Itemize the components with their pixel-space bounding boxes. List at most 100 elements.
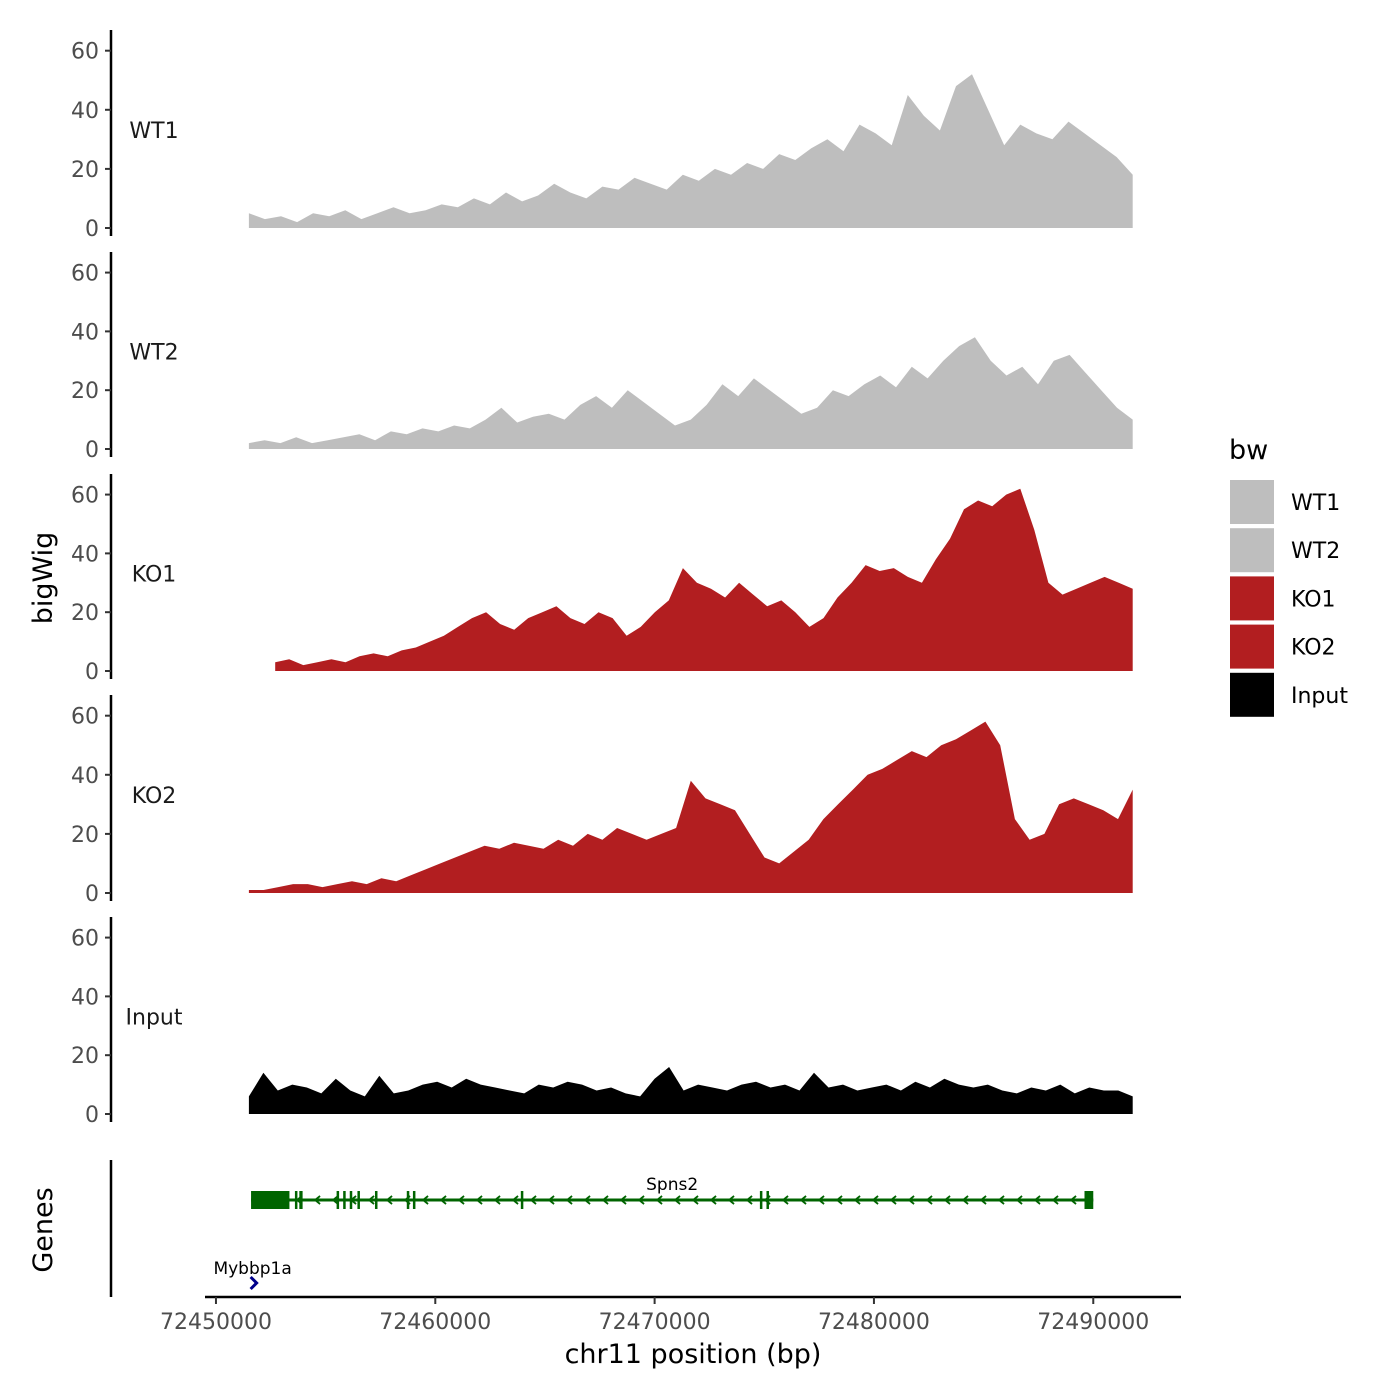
x-tick-label: 72460000 <box>379 1310 491 1335</box>
strand-chevron <box>457 1195 465 1205</box>
legend-label: WT2 <box>1291 539 1340 564</box>
strand-chevron <box>565 1195 573 1205</box>
strand-chevron <box>889 1195 897 1205</box>
y-tick-label: 40 <box>71 542 99 567</box>
y-tick-label: 0 <box>85 882 99 907</box>
strand-chevron <box>1015 1195 1023 1205</box>
strand-chevron <box>871 1195 879 1205</box>
gene-exon <box>374 1191 378 1209</box>
strand-chevron <box>493 1195 501 1205</box>
strand-chevron <box>907 1195 915 1205</box>
legend-label: WT1 <box>1291 491 1340 516</box>
genes-panel: Genes Spns2 Mybbp1a <box>28 1160 1094 1297</box>
y-tick-label: 60 <box>71 705 99 730</box>
strand-chevron <box>1033 1195 1041 1205</box>
strand-chevron <box>547 1195 555 1205</box>
y-tick-label: 20 <box>71 379 99 404</box>
track-wt1: 0 20 40 60 WT1 <box>71 30 1133 242</box>
strand-chevron <box>853 1195 861 1205</box>
y-tick-label: 60 <box>71 40 99 65</box>
y-tick-label: 20 <box>71 158 99 183</box>
strand-chevron <box>943 1195 951 1205</box>
y-tick-label: 40 <box>71 985 99 1010</box>
track-label: KO1 <box>132 563 177 588</box>
strand-chevron <box>1069 1195 1077 1205</box>
legend: bw WT1 WT2 KO1 KO2 Input <box>1229 435 1348 717</box>
strand-chevron <box>619 1195 627 1205</box>
y-tick-label: 0 <box>85 1103 99 1128</box>
legend-title: bw <box>1229 435 1268 466</box>
gene-exon <box>412 1191 416 1209</box>
legend-key-input <box>1230 672 1274 717</box>
gene-exon <box>1084 1191 1094 1209</box>
gene-exon <box>251 1191 290 1209</box>
strand-chevron <box>925 1195 933 1205</box>
x-axis-title: chr11 position (bp) <box>565 1339 822 1370</box>
signal-area-ko2 <box>248 721 1133 893</box>
track-wt2: 0 20 40 60 WT2 <box>71 252 1133 463</box>
gene-exon <box>357 1191 360 1209</box>
strand-chevron <box>313 1195 321 1205</box>
y-tick-label: 60 <box>71 484 99 509</box>
strand-chevron <box>637 1195 645 1205</box>
y-tick-label: 0 <box>85 660 99 685</box>
strand-chevron <box>439 1195 447 1205</box>
gene-exon <box>343 1191 346 1209</box>
strand-chevron <box>817 1195 825 1205</box>
gene-mybbp1a: Mybbp1a <box>213 1259 292 1291</box>
strand-chevron <box>367 1195 375 1205</box>
gene-exon <box>299 1191 303 1209</box>
legend-label: KO1 <box>1291 587 1336 612</box>
gene-exon <box>520 1191 524 1209</box>
y-tick-label: 0 <box>85 217 99 242</box>
legend-key-ko2 <box>1230 624 1274 669</box>
legend-label: KO2 <box>1291 636 1336 661</box>
y-tick-label: 40 <box>71 320 99 345</box>
track-input: 0 20 40 60 Input <box>71 917 1133 1128</box>
strand-chevron <box>601 1195 609 1205</box>
track-label: KO2 <box>132 784 177 809</box>
y-axis-title: bigWig <box>28 532 59 625</box>
strand-chevron <box>781 1195 789 1205</box>
genes-axis-title: Genes <box>28 1187 59 1272</box>
strand-chevron <box>475 1195 483 1205</box>
signal-area-ko1 <box>275 488 1133 671</box>
gene-label: Spns2 <box>646 1175 698 1195</box>
track-ko1: 0 20 40 60 KO1 <box>71 474 1133 685</box>
x-tick-label: 72490000 <box>1037 1310 1149 1335</box>
strand-chevron <box>583 1195 591 1205</box>
gene-exon <box>349 1191 353 1209</box>
track-label: WT1 <box>129 119 178 144</box>
strand-chevron <box>1051 1195 1059 1205</box>
gene-label: Mybbp1a <box>213 1259 291 1279</box>
strand-chevron <box>511 1195 519 1205</box>
strand-chevron <box>249 1275 259 1291</box>
track-label: WT2 <box>129 341 178 366</box>
y-tick-label: 40 <box>71 99 99 124</box>
x-tick-label: 72480000 <box>818 1310 930 1335</box>
signal-area-wt2 <box>248 337 1133 449</box>
signal-area-wt1 <box>248 74 1133 228</box>
strand-chevron <box>727 1195 735 1205</box>
y-tick-label: 20 <box>71 601 99 626</box>
strand-chevron <box>961 1195 969 1205</box>
strand-chevron <box>745 1195 753 1205</box>
legend-key-wt1 <box>1230 480 1274 524</box>
strand-chevron <box>331 1195 339 1205</box>
gene-exon <box>766 1191 769 1209</box>
x-axis: 72450000 72460000 72470000 72480000 72490000… <box>160 1295 1181 1370</box>
gene-exon <box>294 1191 298 1209</box>
strand-chevron <box>691 1195 699 1205</box>
y-tick-label: 60 <box>71 927 99 952</box>
x-tick-label: 72470000 <box>599 1310 711 1335</box>
legend-label: Input <box>1291 684 1348 709</box>
strand-chevron <box>835 1195 843 1205</box>
y-tick-label: 0 <box>85 438 99 463</box>
strand-chevron <box>997 1195 1005 1205</box>
strand-chevron <box>673 1195 681 1205</box>
y-tick-label: 60 <box>71 262 99 287</box>
strand-chevron <box>709 1195 717 1205</box>
y-tick-label: 20 <box>71 823 99 848</box>
strand-chevron <box>529 1195 537 1205</box>
